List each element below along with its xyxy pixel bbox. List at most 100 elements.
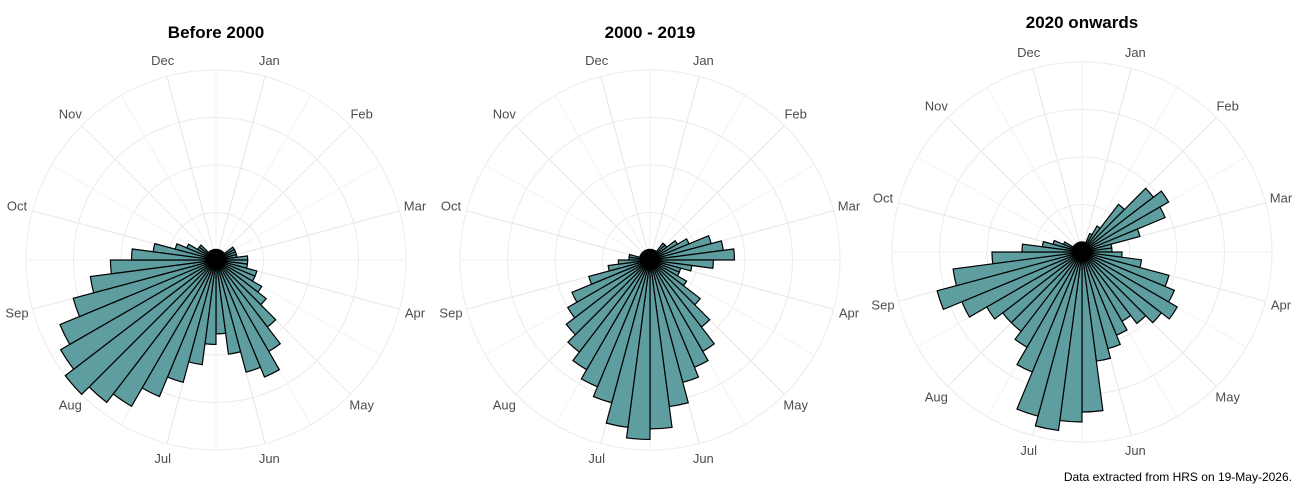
month-label: Dec [585,53,609,68]
rose-bar [580,259,651,388]
rose-bar [72,259,217,318]
rose-bar [213,248,217,261]
month-label: Mar [838,199,861,214]
polar-plot: Jan Feb Mar Apr May Jun Jul Aug Sep Oct Nov Dec [871,45,1292,458]
rose-bar [571,259,651,304]
grid-spoke [215,164,381,261]
rose-bar [89,259,217,294]
month-label: Sep [871,297,894,312]
grid-spoke [515,125,651,261]
rose-bar [649,248,736,261]
rose-bar [1081,251,1147,325]
polar-plot: Jan Feb Mar Apr May Jun Jul Aug Sep Oct Nov Dec [439,53,860,466]
rose-bar [64,259,217,396]
rose-bar [1081,251,1163,324]
month-label: May [1215,390,1240,405]
data-source-caption: Data extracted from HRS on 19-May-2026. [1063,470,1292,484]
month-label: Mar [404,199,427,214]
grid-spoke [947,117,1083,253]
month-label: Oct [873,191,894,206]
rose-bar [1080,241,1083,253]
grid-spoke [166,76,217,261]
polar-plot: Jan Feb Mar Apr May Jun Jul Aug Sep Oct Nov Dec [5,53,426,466]
month-label: May [349,398,374,413]
month-label: Aug [59,398,82,413]
month-label: Nov [493,106,517,121]
rose-bar [1014,251,1083,349]
grid-spoke [81,125,217,261]
month-label: Sep [439,305,462,320]
month-label: Apr [405,305,426,320]
rose-bar [607,259,651,272]
month-label: Jul [154,451,171,466]
rose-bar [1016,251,1083,417]
rose-bar [572,259,651,371]
grid-spoke [1081,68,1132,253]
month-label: Apr [839,305,860,320]
month-label: Jan [1125,45,1146,60]
month-label: Nov [59,106,83,121]
month-label: Jan [693,53,714,68]
rose-bar [59,259,217,346]
month-label: Oct [7,199,28,214]
grid-spoke [215,210,400,261]
panel-2000-2019: 2000 - 2019 Jan Feb Mar Apr May Jun Jul Aug Sep O… [439,23,860,466]
month-label: Jan [259,53,280,68]
rose-bar [647,248,651,261]
month-label: Jun [693,451,714,466]
rose-bar [566,259,651,319]
month-label: Aug [925,390,948,405]
rose-bar [565,259,651,336]
panel-title: 2020 onwards [1026,13,1138,32]
month-label: Feb [1216,98,1238,113]
grid-spoke [215,76,266,261]
month-label: Jun [1125,443,1146,458]
rose-bar [215,259,262,373]
rose-bar [991,251,1083,265]
month-label: Feb [350,106,372,121]
grid-spoke [215,125,351,261]
rose-bar [936,251,1083,311]
month-label: Jul [1020,443,1037,458]
grid-spoke [466,210,651,261]
month-label: Mar [1270,191,1293,206]
grid-spoke [554,95,651,261]
rose-bar [1016,251,1083,373]
grid-spoke [649,95,746,261]
grid-spoke [120,95,217,261]
panel-before-2000: Before 2000 Jan Feb Mar Apr May Jun Jul Aug Sep O… [5,23,426,466]
grid-spoke [215,95,312,261]
grid-spoke [986,87,1083,253]
month-label: Feb [784,106,806,121]
rose-bar [59,259,217,371]
panel-2020-onwards: 2020 onwards Jan Feb Mar Apr May Jun Jul Aug Sep… [871,13,1292,458]
month-label: Aug [493,398,516,413]
month-label: Dec [1017,45,1041,60]
rose-bar [1081,251,1179,320]
month-label: Oct [441,199,462,214]
rose-bar [617,259,651,265]
month-label: May [783,398,808,413]
rose-bar [215,259,242,355]
rose-bar [567,259,651,353]
grid-spoke [917,156,1083,253]
grid-spoke [1032,68,1083,253]
rose-bar [109,259,217,275]
month-label: Dec [151,53,175,68]
grid-spoke [1081,87,1178,253]
grid-spoke [649,76,700,261]
month-label: Nov [925,98,949,113]
rose-bar [1081,190,1170,253]
panel-title: Before 2000 [168,23,264,42]
rose-bar [588,259,651,286]
month-label: Apr [1271,297,1292,312]
month-label: Jun [259,451,280,466]
grid-spoke [600,76,651,261]
panel-title: 2000 - 2019 [605,23,696,42]
grid-spoke [649,125,785,261]
rose-bar [215,259,281,378]
rose-bar [1081,228,1141,253]
rose-bar [952,251,1083,287]
month-label: Sep [5,305,28,320]
